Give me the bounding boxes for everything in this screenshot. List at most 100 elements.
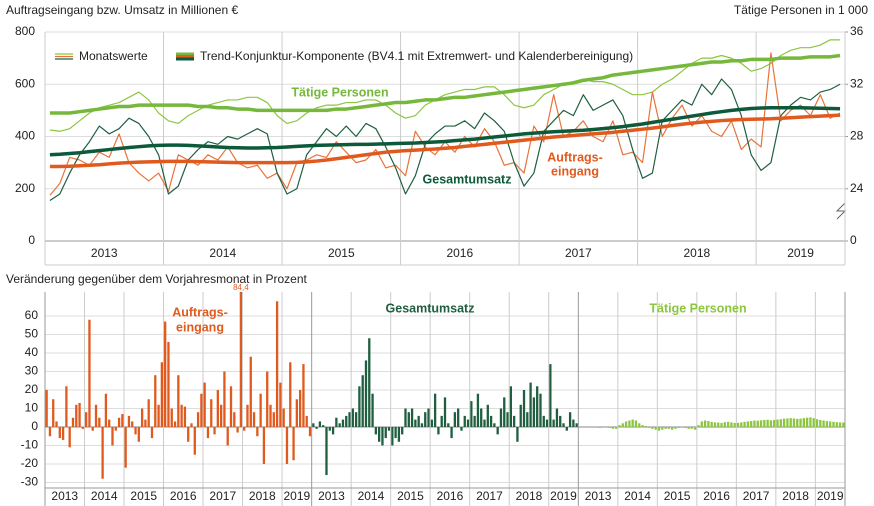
bar (348, 412, 351, 427)
y-tick-label: 600 (15, 76, 35, 90)
bar (575, 423, 578, 427)
bar (134, 426, 137, 435)
x-tick-label: 2017 (209, 489, 236, 503)
bar (269, 404, 272, 427)
bar (690, 426, 694, 429)
bar (453, 412, 457, 427)
bar (687, 426, 690, 429)
bar (493, 423, 496, 427)
bar (664, 426, 667, 429)
bar (144, 419, 147, 427)
x-tick-label: 2014 (624, 489, 651, 503)
value-label: 84,4 (233, 283, 249, 292)
x-tick-label: 2019 (550, 489, 577, 503)
bar (598, 426, 601, 428)
bar (414, 419, 417, 427)
bar (354, 412, 358, 427)
bar (829, 421, 832, 427)
bar (246, 404, 249, 427)
bar (809, 417, 812, 427)
bar (55, 421, 58, 427)
bar (180, 404, 183, 427)
legend-label: Trend-Konjunktur-Komponente (BV4.1 mit E… (200, 49, 633, 63)
bar (483, 419, 486, 427)
y2-tick-label: 0 (850, 233, 857, 247)
bar (651, 426, 654, 429)
x-tick-label: 2016 (170, 489, 197, 503)
bar (838, 422, 842, 427)
bar (226, 426, 229, 446)
bar (726, 421, 730, 427)
bar (480, 408, 483, 427)
x-tick-label: 2016 (703, 489, 730, 503)
bar (170, 408, 173, 427)
bar (308, 426, 312, 437)
bar (394, 426, 397, 439)
bar (140, 408, 144, 427)
series-annotation: eingang (176, 320, 224, 334)
x-tick-label: 2014 (209, 246, 236, 260)
series-annotation: Auftrags- (547, 150, 603, 164)
bar (707, 421, 710, 427)
y-tick-label: 30 (25, 364, 39, 378)
bar (81, 426, 85, 429)
bar (443, 397, 447, 427)
y-tick-label: 50 (25, 327, 39, 341)
bar (812, 418, 815, 427)
bar (496, 426, 499, 435)
bar (641, 425, 644, 427)
bar (223, 371, 226, 427)
monthly-line (49, 78, 841, 202)
trend-line (49, 106, 841, 157)
bar (167, 341, 170, 427)
x-tick-label: 2014 (358, 489, 385, 503)
bar (618, 425, 621, 427)
bar (519, 404, 522, 427)
bar (815, 419, 819, 427)
series-annotation: Auftrags- (172, 305, 228, 319)
bar (256, 426, 259, 437)
x-tick-label: 2016 (446, 246, 473, 260)
bar (94, 404, 98, 427)
bar (657, 426, 661, 431)
bar (368, 338, 371, 427)
bar (621, 423, 624, 427)
bar (397, 426, 401, 442)
x-tick-label: 2019 (817, 489, 844, 503)
bar (127, 415, 131, 427)
bar (275, 301, 279, 427)
bar (341, 419, 345, 427)
x-tick-label: 2013 (585, 489, 612, 503)
bar (196, 412, 200, 427)
bar (753, 420, 756, 427)
bar (654, 426, 657, 430)
bar (733, 422, 736, 427)
chart-title: Veränderung gegenüber dem Vorjahresmonat… (6, 272, 308, 286)
bar (117, 417, 121, 427)
bar (746, 421, 750, 427)
bar (302, 364, 305, 427)
bar (150, 426, 154, 439)
bar (713, 422, 717, 427)
bar (463, 415, 466, 427)
bar (193, 426, 196, 455)
bar (328, 426, 331, 431)
bar (509, 386, 512, 427)
x-tick-label: 2015 (397, 489, 424, 503)
x-tick-label: 2015 (664, 489, 691, 503)
series-annotation: Gesamtumsatz (423, 172, 512, 186)
bar (71, 417, 75, 427)
x-tick-label: 2019 (284, 489, 311, 503)
bar (694, 426, 697, 430)
bar (565, 426, 568, 431)
bar (91, 426, 94, 431)
bar (289, 362, 292, 427)
bar (842, 422, 845, 427)
bar (219, 404, 223, 427)
bar (766, 419, 769, 427)
bar (98, 417, 101, 427)
bar (249, 356, 252, 427)
bar (674, 426, 677, 429)
bar (440, 415, 443, 427)
